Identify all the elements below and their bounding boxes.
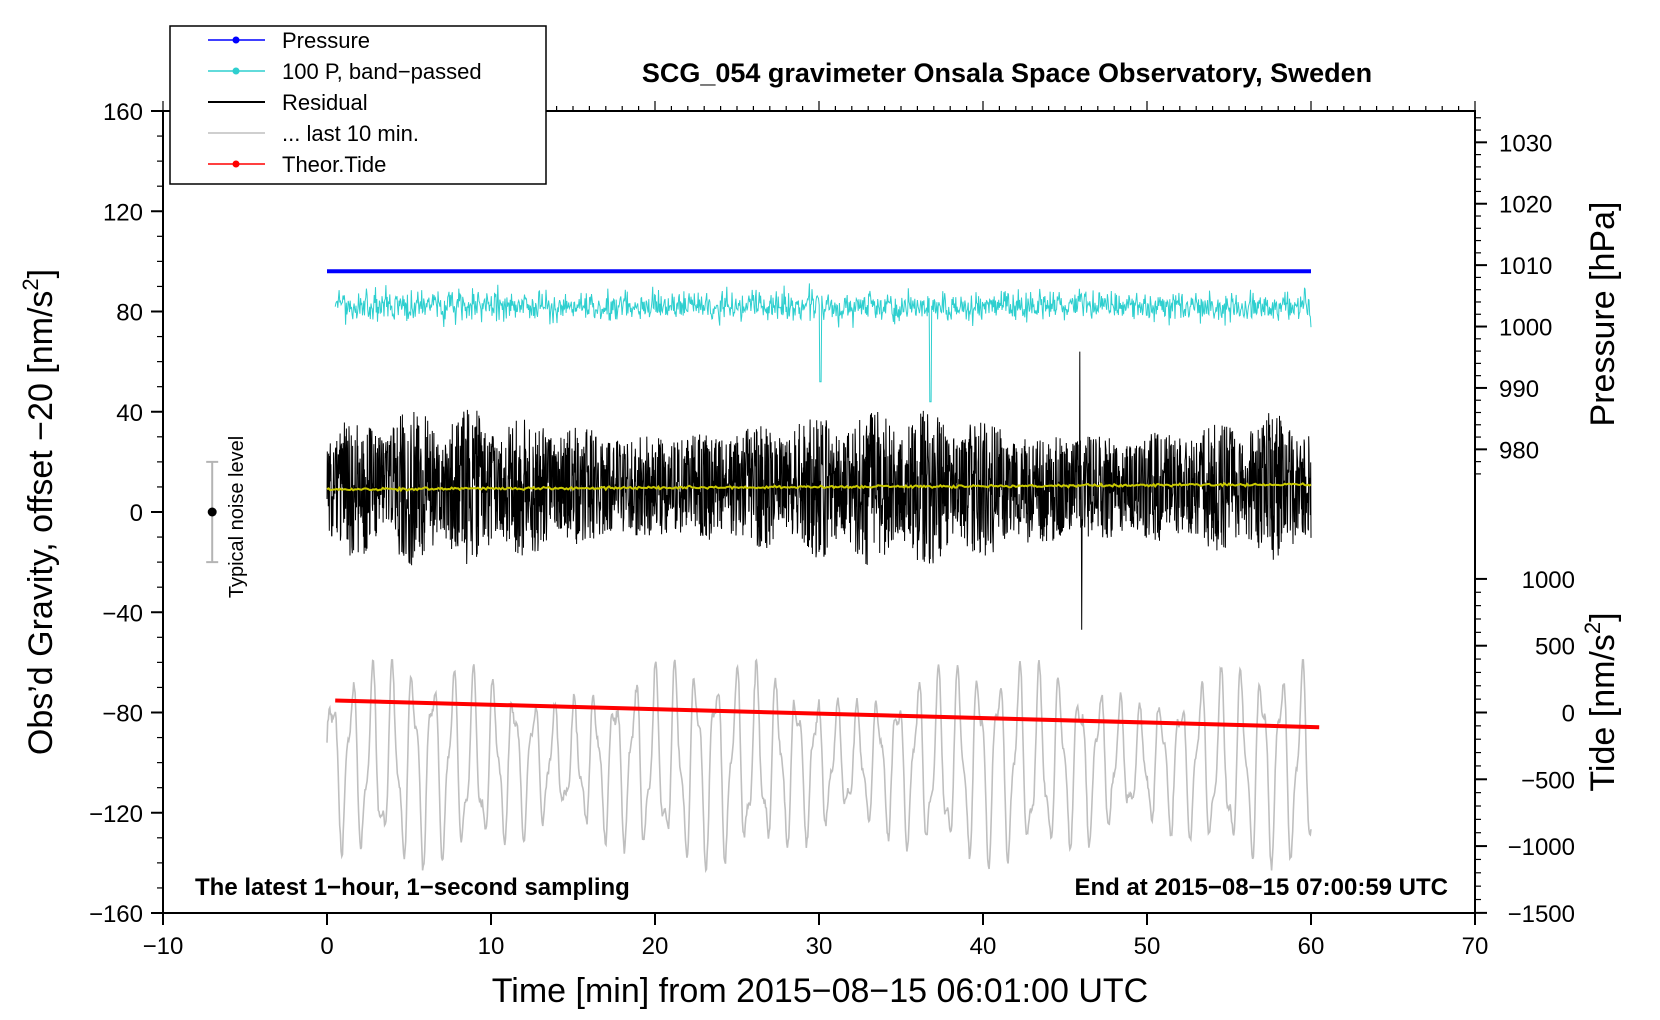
legend-items: Pressure 100 P, band−passed Residual ... la… xyxy=(208,28,482,177)
legend-box xyxy=(169,25,547,185)
x-tick-label: 0 xyxy=(320,933,333,960)
y-tick-label-tide: 0 xyxy=(1562,701,1575,728)
y-axis-title-tide-sup: 2 xyxy=(1580,622,1605,634)
legend-label: Pressure xyxy=(282,28,370,53)
series-last-10-min xyxy=(326,658,1312,874)
legend-marker xyxy=(232,36,240,44)
x-tick-label: 60 xyxy=(1298,933,1325,960)
noise-bar-label: Typical noise level xyxy=(226,436,248,598)
x-tick-label: 50 xyxy=(1134,933,1161,960)
legend-label: ... last 10 min. xyxy=(282,121,419,146)
y-axis-title-tide-end: ] xyxy=(1584,612,1622,621)
annotation-end-time: End at 2015−08−15 07:00:59 UTC xyxy=(1074,874,1448,901)
y-tick-label-pressure: 1000 xyxy=(1499,315,1552,342)
y-tick-label-tide: 500 xyxy=(1535,634,1575,661)
y-tick-label-tide: 1000 xyxy=(1522,567,1575,594)
x-tick-label: −10 xyxy=(143,933,184,960)
y-tick-label-pressure: 980 xyxy=(1499,437,1539,464)
y-axis-title-pressure: Pressure [hPa] xyxy=(1584,202,1622,427)
y-tick-label-left: 40 xyxy=(116,400,143,427)
series-residual xyxy=(326,351,1312,630)
series-theor-tide xyxy=(335,698,1320,730)
x-tick-label: 30 xyxy=(806,933,833,960)
y-tick-label-tide: −1000 xyxy=(1508,834,1575,861)
legend-label: Theor.Tide xyxy=(282,152,386,177)
y-tick-label-left: −40 xyxy=(102,600,143,627)
y-axis-title-tide: Tide [nm/s2] xyxy=(1580,612,1622,791)
y-tick-label-left: −160 xyxy=(89,901,143,928)
y-axis-title-left-end: ] xyxy=(22,269,60,278)
y-tick-label-left: 160 xyxy=(103,99,143,126)
x-axis-title: Time [min] from 2015−08−15 06:01:00 UTC xyxy=(492,972,1148,1010)
noise-bar-dot xyxy=(207,507,217,517)
y-axis-title-left-main: Obs’d Gravity, offset −20 [nm/s xyxy=(22,291,60,756)
x-tick-label: 10 xyxy=(478,933,505,960)
chart-title: SCG_054 gravimeter Onsala Space Observat… xyxy=(642,58,1372,88)
series-residual-smoothed xyxy=(326,482,1312,493)
y-tick-label-left: 120 xyxy=(103,199,143,226)
y-tick-label-tide: −1500 xyxy=(1508,901,1575,928)
y-tick-label-left: −120 xyxy=(89,801,143,828)
annotation-sampling: The latest 1−hour, 1−second sampling xyxy=(195,874,630,901)
y-tick-label-left: 0 xyxy=(130,500,143,527)
series-layer xyxy=(326,269,1320,874)
y-tick-label-pressure: 1010 xyxy=(1499,253,1552,280)
series-pressure-band-passed xyxy=(334,283,1312,403)
ticklabels-layer: −10 0 10 20 30 40 50 60 7016012080400−40−80−120−… xyxy=(89,99,1575,960)
y-tick-label-pressure: 1020 xyxy=(1499,192,1552,219)
x-tick-label: 40 xyxy=(970,933,997,960)
y-axis-title-tide-main: Tide [nm/s xyxy=(1584,634,1622,791)
x-tick-label: 70 xyxy=(1462,933,1489,960)
y-tick-label-pressure: 990 xyxy=(1499,376,1539,403)
noise-bar: Typical noise level xyxy=(206,436,248,598)
y-tick-label-pressure: 1030 xyxy=(1499,130,1552,157)
y-tick-label-left: −80 xyxy=(102,701,143,728)
legend-marker xyxy=(232,160,240,168)
x-tick-label: 20 xyxy=(642,933,669,960)
legend-label: 100 P, band−passed xyxy=(282,59,482,84)
y-axis-title-left-sup: 2 xyxy=(18,278,43,290)
y-tick-label-left: 80 xyxy=(116,300,143,327)
legend-marker xyxy=(232,67,240,75)
legend: Pressure 100 P, band−passed Residual ... la… xyxy=(169,25,547,185)
y-tick-label-tide: −500 xyxy=(1521,767,1575,794)
y-axis-title-left: Obs’d Gravity, offset −20 [nm/s2] xyxy=(18,269,60,755)
legend-label: Residual xyxy=(282,90,368,115)
